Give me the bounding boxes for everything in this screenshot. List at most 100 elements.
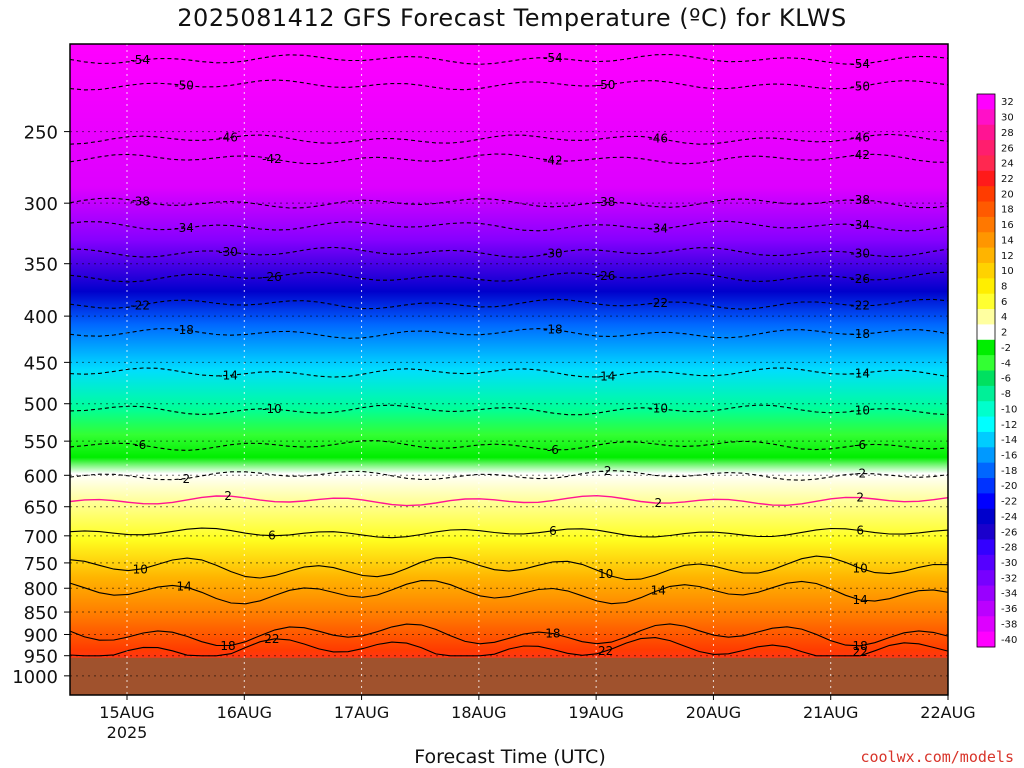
contour-label: -42 <box>543 153 563 167</box>
contour-line <box>69 440 949 451</box>
x-tick-label: 17AUG <box>334 703 389 722</box>
colorbar-swatch <box>977 524 995 540</box>
colorbar-swatch <box>977 278 995 295</box>
contour-line <box>69 328 949 339</box>
contour-label: 22 <box>598 644 613 658</box>
y-tick-label: 900 <box>24 625 58 646</box>
y-tick-label: 850 <box>24 603 58 624</box>
x-tick-label: 15AUG <box>99 703 154 722</box>
contour-label: -14 <box>596 369 616 383</box>
contour-label: -26 <box>596 269 616 283</box>
x-axis-title: Forecast Time (UTC) <box>414 746 606 768</box>
colorbar-label: -6 <box>1001 374 1011 385</box>
contour-label: -34 <box>850 218 870 232</box>
contour-label: -10 <box>850 403 870 417</box>
contour-label: -42 <box>262 152 282 166</box>
y-tick-label: 650 <box>24 498 58 519</box>
contour-line <box>69 470 949 481</box>
contour-label: -2 <box>178 472 190 486</box>
colorbar-label: -2 <box>1001 343 1011 354</box>
colorbar-swatch <box>977 570 995 587</box>
y-tick-label: 950 <box>24 647 58 668</box>
colorbar-label: -32 <box>1001 573 1017 584</box>
contour-label: -26 <box>262 270 282 284</box>
colorbar-swatch <box>977 140 995 156</box>
colorbar-label: 16 <box>1001 220 1014 231</box>
colorbar-swatch <box>977 585 995 602</box>
contour-label: -34 <box>648 222 668 236</box>
colorbar-label: 28 <box>1001 128 1014 139</box>
y-tick-label: 750 <box>24 554 58 575</box>
contour-line <box>69 367 949 378</box>
colorbar-label: -36 <box>1001 604 1017 615</box>
colorbar-frame <box>976 93 996 648</box>
contour-label: 6 <box>856 524 864 538</box>
colorbar-swatch <box>977 293 995 310</box>
colorbar-label: -8 <box>1001 389 1011 400</box>
colorbar-swatch <box>977 155 995 172</box>
contour-line <box>69 527 949 539</box>
colorbar-swatch <box>977 170 995 187</box>
contour-label: 18 <box>853 639 868 653</box>
contour-line <box>69 623 949 647</box>
colorbar-label: 14 <box>1001 235 1014 246</box>
contour-label: -22 <box>850 299 870 313</box>
colorbar-swatch <box>977 431 995 448</box>
colorbar-swatch <box>977 216 995 233</box>
colorbar-swatch <box>977 462 995 479</box>
colorbar-label: 2 <box>1001 328 1007 339</box>
x-tick-label: 20AUG <box>686 703 741 722</box>
colorbar-swatch <box>977 232 995 249</box>
contour-label: 6 <box>268 529 276 543</box>
contour-label: -18 <box>850 327 870 341</box>
contour-label: -46 <box>648 131 668 145</box>
colorbar-swatch <box>977 247 995 264</box>
contour-label: -54 <box>130 53 150 67</box>
contour-label: -38 <box>596 195 616 209</box>
contour-line <box>69 580 949 605</box>
colorbar-swatch <box>977 324 995 341</box>
contour-label: -10 <box>262 402 282 416</box>
contour-label: -6 <box>854 438 866 452</box>
contour-label: 2 <box>654 496 662 510</box>
colorbar-label: 4 <box>1001 312 1007 323</box>
credit-text: coolwx.com/models <box>860 748 1014 766</box>
colorbar-label: 18 <box>1001 205 1014 216</box>
contour-label: -50 <box>596 78 616 92</box>
plot-frame <box>69 43 949 696</box>
colorbar-swatch <box>977 309 995 325</box>
contour-label: 2 <box>856 491 864 505</box>
colorbar-label: 10 <box>1001 266 1014 277</box>
contour-label: -38 <box>850 193 870 207</box>
colorbar-label: 30 <box>1001 113 1014 124</box>
colorbar-label: -12 <box>1001 420 1017 431</box>
contour-line <box>69 220 949 232</box>
contour-label: -46 <box>218 131 238 145</box>
y-tick-label: 500 <box>24 395 58 416</box>
contour-line <box>69 298 949 310</box>
contour-label: 18 <box>220 639 235 653</box>
colorbar-label: 22 <box>1001 174 1014 185</box>
x-tick-label: 22AUG <box>920 703 975 722</box>
colorbar-label: -40 <box>1001 635 1017 646</box>
contour-label: 10 <box>133 562 148 576</box>
contour-label: -54 <box>850 57 870 71</box>
colorbar-label: -26 <box>1001 527 1017 538</box>
y-tick-label: 600 <box>24 466 58 487</box>
y-tick-label: 800 <box>24 579 58 600</box>
colorbar-label: -18 <box>1001 466 1017 477</box>
contour-label: -46 <box>850 130 870 144</box>
colorbar-label: 20 <box>1001 189 1014 200</box>
contour-label: 10 <box>598 567 613 581</box>
y-tick-label: 450 <box>24 353 58 374</box>
contour-label: -6 <box>547 443 559 457</box>
contour-label: -50 <box>174 78 194 92</box>
y-tick-label: 1000 <box>12 667 58 688</box>
colorbar-label: -38 <box>1001 619 1017 630</box>
colorbar-label: -34 <box>1001 589 1017 600</box>
x-tick-label: 18AUG <box>451 703 506 722</box>
contour-label: -30 <box>543 246 563 260</box>
colorbar-swatch <box>977 186 995 203</box>
colorbar-swatch <box>977 94 995 110</box>
colorbar-swatch <box>977 201 995 218</box>
